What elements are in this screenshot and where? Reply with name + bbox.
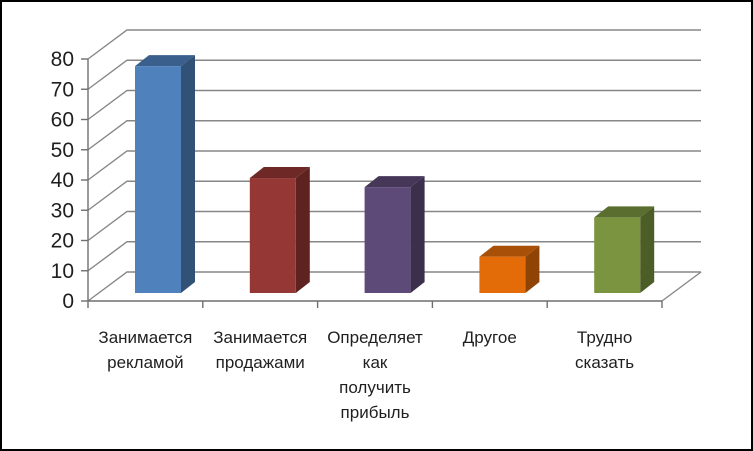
y-axis-label-30: 30 [51,199,74,222]
category-label-3-line-1: Определяет [327,328,423,347]
bar-side-1 [181,55,195,293]
category-label-5-line-2: сказать [575,353,634,372]
bar-5 [594,217,641,293]
y-axis-label-70: 70 [51,78,74,101]
bar-top-5 [594,206,655,218]
category-label-2-line-2: продажами [216,353,305,372]
category-label-3-line-2: как [363,353,388,372]
category-label-3-line-4: прибыль [341,403,410,422]
y-axis-label-80: 80 [51,48,74,71]
bar-top-4 [479,245,540,257]
category-label-5-line-1: Трудно [577,328,632,347]
gridline-60 [87,89,701,121]
category-label-1-line-2: рекламой [107,353,184,372]
y-axis-label-40: 40 [51,169,74,192]
category-label-3-line-3: получить [339,378,411,397]
bar-3 [364,187,411,293]
bar-top-1 [135,55,195,67]
gridline-10 [87,241,701,272]
floor-right-edge [661,271,702,302]
category-label-2-line-1: Занимается [213,328,307,347]
category-label-4-line-1: Другое [463,328,517,347]
y-axis-label-20: 20 [51,230,74,253]
gridline-50 [87,120,701,151]
gridline-70 [87,59,701,90]
gridline-30 [87,180,701,211]
bar-1 [135,66,181,293]
bar-4 [479,256,526,293]
bar-2 [249,178,296,293]
category-label-1-line-1: Занимается [98,328,192,347]
gridline-80 [87,29,701,60]
y-axis-label-0: 0 [62,290,74,313]
bar-top-3 [364,176,425,188]
y-axis-label-50: 50 [51,139,74,162]
bar-top-2 [249,167,310,179]
bar-side-2 [295,167,310,293]
y-axis-label-10: 10 [51,260,74,283]
gridline-40 [87,150,701,181]
bar-side-3 [410,176,425,293]
bar-side-5 [640,206,655,293]
y-axis-label-60: 60 [51,109,74,132]
bar-side-4 [525,245,540,293]
gridline-20 [87,210,701,242]
